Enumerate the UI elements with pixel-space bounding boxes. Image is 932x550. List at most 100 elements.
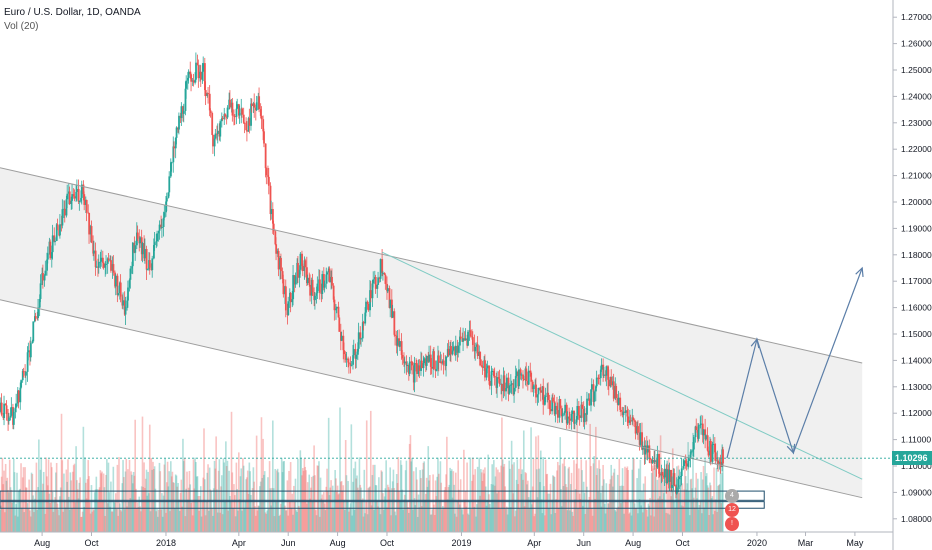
volume-bar [231,472,234,532]
volume-bar [576,408,579,532]
volume-bar [110,511,113,532]
volume-bar [366,514,369,532]
candle-body [590,389,592,406]
volume-bar [376,500,379,532]
volume-bar [153,466,156,532]
candle-body [617,397,620,405]
candle-body [157,230,160,234]
candle-body [105,263,108,265]
candle-body [603,374,605,376]
volume-bar [415,467,417,532]
volume-bar [650,472,653,532]
candle-body [17,390,20,403]
volume-bar [21,507,23,532]
candle-body [348,362,350,364]
candle-body [493,375,496,378]
volume-bar [232,508,234,532]
candle-body [493,370,495,376]
volume-bar [325,486,328,532]
volume-bar [140,511,142,532]
candle-body [311,279,314,293]
candle-body [229,99,231,108]
candle-body [361,322,364,339]
volume-bar [360,487,362,532]
candle-body [447,348,450,356]
candle-body [187,77,189,81]
volume-bar [267,477,269,532]
volume-bar [562,485,565,532]
flag-icon[interactable]: ! [725,517,739,531]
volume-bar [206,472,209,532]
volume-bar [54,497,56,532]
volume-bar [368,487,370,532]
candle-body [531,381,534,390]
candle-body [246,130,248,132]
candle-body [306,277,309,284]
volume-bar [623,513,625,532]
projection-arrowhead [750,337,760,349]
volume-bar [551,499,553,532]
volume-bar [691,488,693,532]
candle-body [629,420,632,422]
y-tick-label: 1.26000 [901,39,932,49]
volume-bar [602,464,604,532]
volume-bar [720,503,723,532]
candle-body [281,271,284,280]
volume-bar [506,514,509,532]
volume-bar [102,499,104,532]
volume-bar [532,458,535,532]
volume-bar [68,509,71,532]
volume-bar [345,475,348,532]
volume-bar [321,494,323,532]
volume-bar [235,462,238,532]
volume-bar [622,485,625,532]
volume-bar [176,486,179,532]
volume-bar [461,509,464,532]
volume-bar [472,474,475,532]
volume-bar [444,487,447,532]
volume-bar [207,464,209,532]
volume-bar [286,480,289,532]
volume-bar [501,459,504,532]
flag-icon[interactable]: 4 [725,489,739,503]
candle-body [354,349,357,359]
volume-bar [484,486,487,532]
candle-body [340,335,343,341]
volume-bar [598,460,600,532]
volume-bar [220,486,222,532]
volume-bar [400,464,403,532]
candle-body [705,435,707,440]
flag-icon[interactable]: 12 [725,503,739,517]
volume-bar [505,506,508,532]
volume-bar [296,512,298,532]
volume-bar [583,492,586,532]
volume-bar [119,503,121,532]
candle-body [211,112,214,135]
candle-body [673,473,676,486]
volume-bar [564,466,566,532]
candle-body [15,403,18,408]
volume-bar [35,462,38,532]
candle-body [167,192,170,198]
volume-bar [396,483,399,532]
volume-bar [446,436,448,532]
candle-body [267,175,269,177]
candle-body [501,384,503,392]
volume-bar [29,516,32,532]
volume-bar [105,474,107,532]
volume-bar [131,483,134,532]
volume-bar [544,515,546,532]
candle-body [619,397,622,410]
volume-bar [550,514,553,532]
volume-bar [486,500,489,532]
candle-body [331,276,333,286]
candle-body [479,351,482,366]
volume-bar [85,498,88,532]
volume-bar [516,459,519,532]
candle-body [671,484,673,488]
volume-bar [435,496,438,532]
candle-body [131,266,133,269]
candle-body [391,299,393,318]
volume-bar [282,461,285,532]
volume-bar [408,443,411,532]
